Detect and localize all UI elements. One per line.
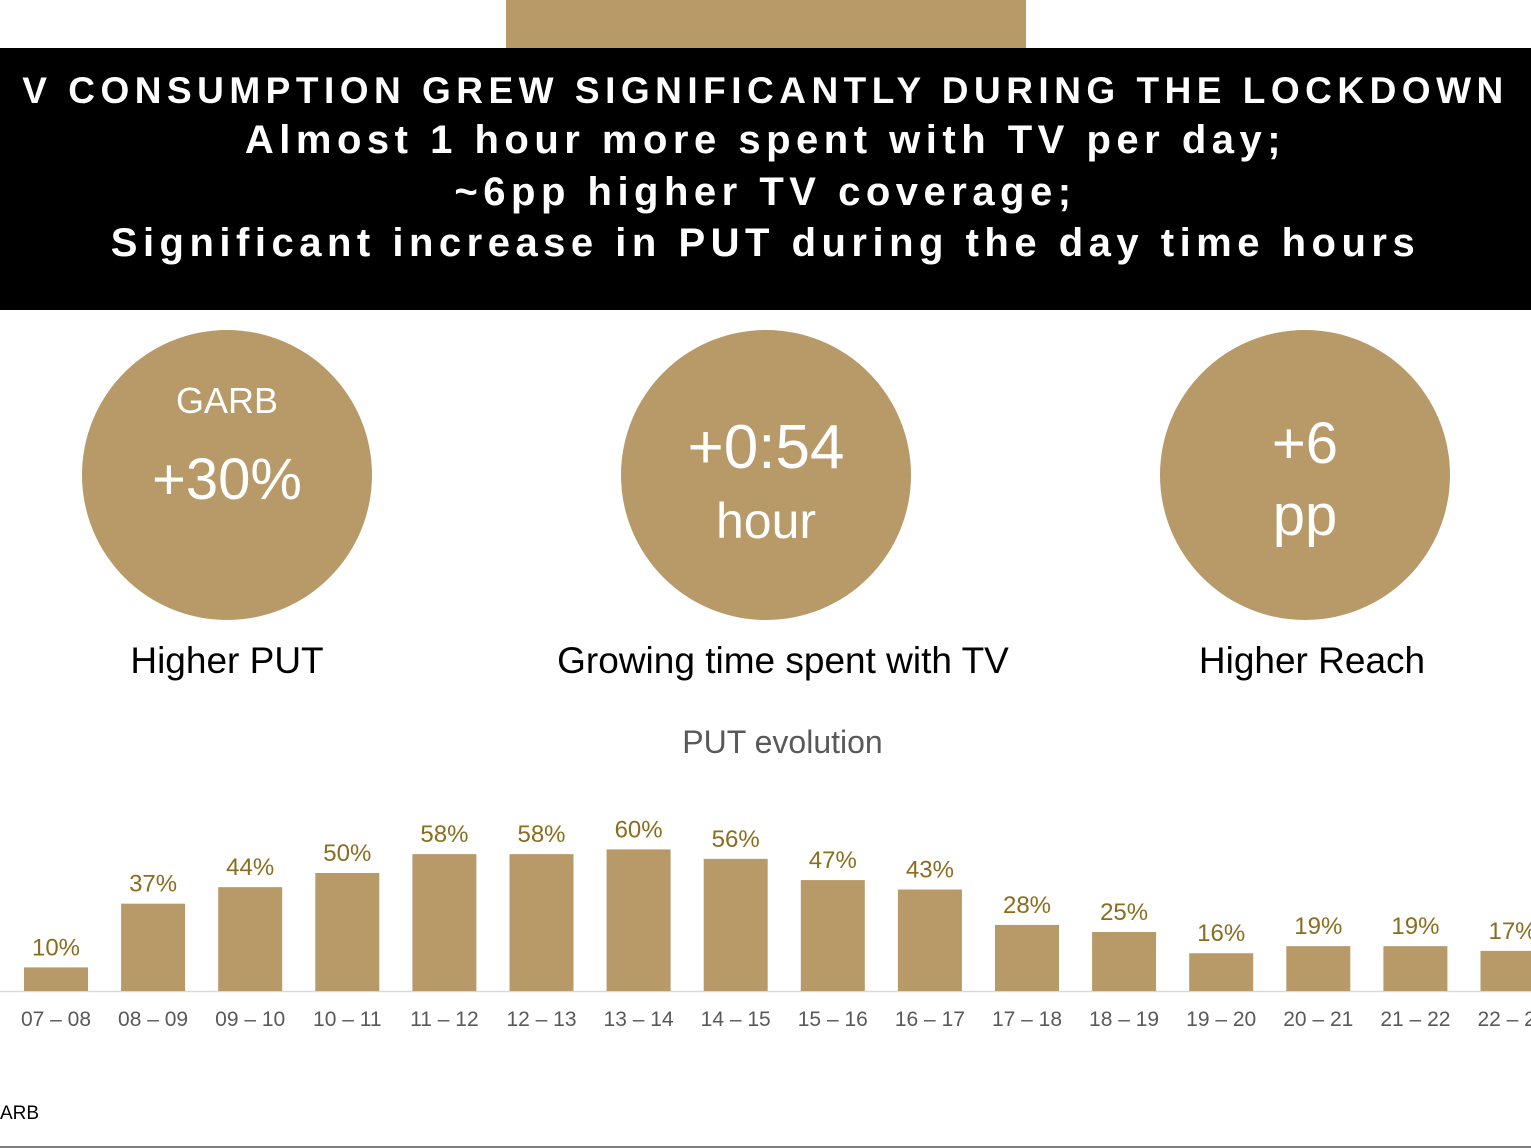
data-label: 19%	[1391, 913, 1439, 940]
data-label: 58%	[517, 821, 565, 848]
kpi-time-caption: Growing time spent with TV	[557, 640, 1009, 681]
kpi-put-value: +30%	[152, 447, 302, 512]
bar	[24, 967, 88, 991]
bar	[1480, 950, 1531, 991]
x-tick-label: 19 – 20	[1186, 1008, 1256, 1031]
data-label: 37%	[129, 871, 177, 898]
data-label: 25%	[1100, 899, 1148, 926]
kpi-put-source: GARB	[175, 380, 279, 421]
x-tick-label: 08 – 09	[118, 1008, 188, 1031]
x-tick-label: 09 – 10	[215, 1008, 285, 1031]
data-label: 60%	[615, 816, 663, 843]
x-tick-label: 20 – 21	[1283, 1008, 1353, 1031]
x-tick-label: 07 – 08	[21, 1008, 91, 1031]
x-tick-label: 15 – 16	[798, 1008, 868, 1031]
kpi-reach-value: +6	[1271, 411, 1339, 476]
kpi-reach-unit: pp	[1272, 483, 1338, 548]
header-banner: V CONSUMPTION GREW SIGNIFICANTLY DURING …	[0, 48, 1531, 310]
data-label: 28%	[1003, 892, 1051, 919]
headline: V CONSUMPTION GREW SIGNIFICANTLY DURING …	[22, 70, 1509, 111]
bar	[606, 849, 671, 991]
bar	[218, 887, 283, 991]
x-tick-label: 22 – 23	[1477, 1008, 1531, 1031]
x-tick-label: 21 – 22	[1380, 1008, 1450, 1031]
kpi-time-circle: +0:54 hour	[621, 330, 911, 620]
x-tick-label: 10 – 11	[313, 1008, 382, 1031]
bottom-rule	[0, 1146, 1531, 1148]
bar	[315, 873, 380, 991]
kpi-reach-circle: +6 pp	[1160, 330, 1450, 620]
data-label: 56%	[712, 826, 760, 853]
data-label: 10%	[32, 934, 80, 961]
bar	[1092, 932, 1157, 991]
header-accent-tab	[506, 0, 1026, 48]
data-label: 17%	[1488, 918, 1531, 945]
put-bar-chart: 10% 07 – 08 37% 08 – 09 44% 09 – 10 50% 10 – 11…	[0, 816, 1531, 1031]
kpi-reach-caption: Higher Reach	[1198, 640, 1426, 681]
bar	[1383, 946, 1448, 991]
data-label: 43%	[906, 857, 954, 884]
source-note: ARB	[0, 1103, 40, 1124]
x-tick-label: 13 – 14	[604, 1008, 674, 1031]
x-tick-label: 12 – 13	[506, 1008, 576, 1031]
bar	[1286, 946, 1351, 991]
x-tick-label: 18 – 19	[1089, 1008, 1159, 1031]
headline-point-3: Significant increase in PUT during the d…	[110, 221, 1421, 265]
kpi-put-circle: GARB +30%	[82, 330, 372, 620]
kpi-put-caption: Higher PUT	[130, 640, 324, 681]
data-label: 16%	[1197, 920, 1245, 947]
x-tick-label: 11 – 12	[410, 1008, 479, 1031]
bar	[703, 858, 768, 991]
kpi-time-value: +0:54	[687, 413, 845, 482]
data-label: 58%	[420, 821, 468, 848]
bar	[995, 924, 1059, 991]
x-tick-label: 14 – 15	[701, 1008, 771, 1031]
headline-point-2: ~6pp higher TV coverage;	[454, 170, 1077, 214]
kpi-time-unit: hour	[715, 493, 817, 549]
data-label: 47%	[809, 847, 857, 874]
x-tick-label: 16 – 17	[895, 1008, 965, 1031]
data-label: 44%	[226, 854, 274, 881]
bar	[897, 889, 962, 991]
bar	[800, 880, 865, 991]
data-label: 19%	[1294, 913, 1342, 940]
bar	[412, 854, 477, 991]
x-tick-label: 17 – 18	[992, 1008, 1062, 1031]
bar	[1189, 953, 1254, 991]
data-label: 50%	[323, 840, 371, 867]
bar	[509, 854, 574, 991]
bar	[121, 903, 186, 991]
chart-title: PUT evolution	[682, 724, 883, 760]
headline-point-1: Almost 1 hour more spent with TV per day…	[244, 118, 1287, 162]
